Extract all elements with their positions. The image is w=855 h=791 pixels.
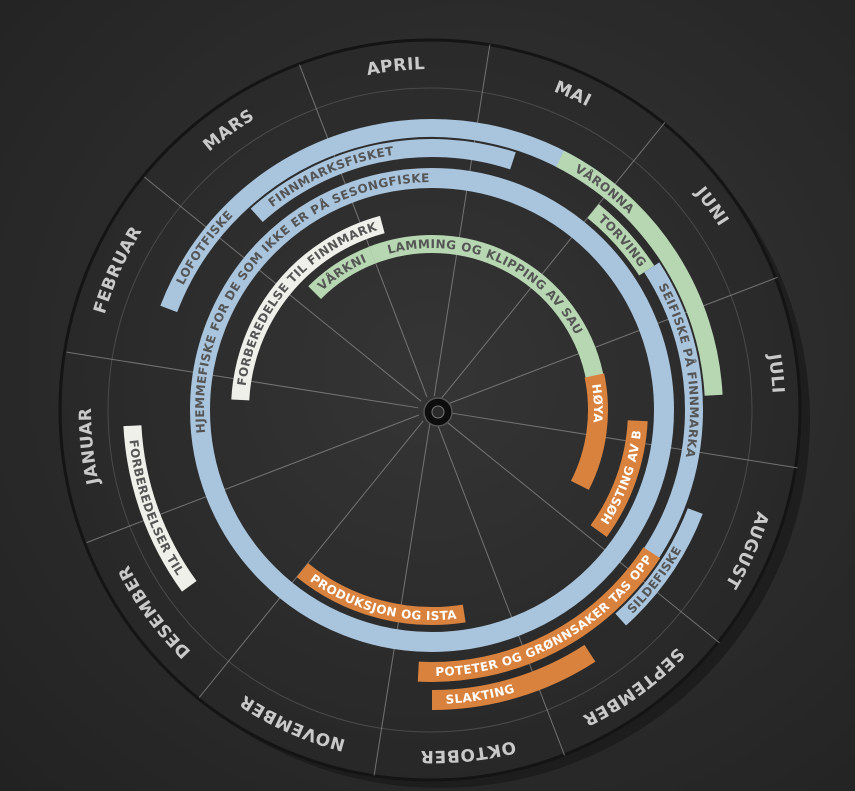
activity-arc-band[interactable] [417, 547, 661, 682]
activity-arc-band[interactable] [615, 508, 703, 626]
activity-arc-band[interactable] [250, 139, 516, 222]
month-divider [444, 276, 778, 406]
activity-arc-band[interactable] [296, 563, 466, 625]
month-divider [433, 44, 491, 397]
wheel-hub-center [431, 405, 445, 419]
activity-arc-band[interactable] [308, 246, 376, 300]
activity-arc-band[interactable] [431, 644, 596, 710]
activity-arc[interactable]: HØYA [570, 373, 608, 490]
month-divider [445, 411, 798, 469]
activity-arc-band[interactable] [160, 119, 604, 313]
activity-arc-band[interactable] [190, 168, 674, 652]
activity-arc-band[interactable] [369, 235, 605, 386]
month-label: JULI [763, 352, 787, 395]
month-divider [198, 420, 424, 698]
month-divider [436, 422, 566, 756]
activity-arc-band[interactable] [628, 262, 703, 581]
month-divider [373, 423, 431, 776]
wheel-inner-ring [107, 87, 753, 733]
month-divider [440, 122, 666, 400]
activity-arc-band[interactable] [555, 150, 723, 396]
activity-label: HØYA [589, 383, 605, 424]
activity-arc-band[interactable] [231, 215, 385, 401]
month-dividers [66, 44, 798, 776]
month-divider [86, 414, 420, 544]
activity-arc-band[interactable] [570, 373, 608, 490]
activity-arc-band[interactable] [587, 204, 655, 276]
month-divider [442, 418, 720, 644]
activity-arc-band[interactable] [123, 425, 197, 592]
activity-arc-band[interactable] [590, 420, 648, 537]
